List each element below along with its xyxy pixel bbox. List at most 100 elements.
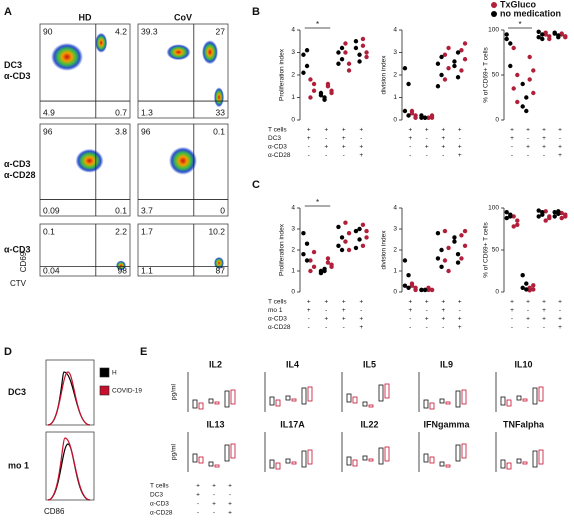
data-point	[402, 283, 408, 288]
plot-title: IL4	[286, 359, 299, 369]
box	[378, 384, 384, 402]
condition-sign: +	[441, 299, 445, 306]
condition-label: α-CD3	[150, 501, 169, 508]
condition-sign: -	[527, 324, 529, 331]
y-tick-label: 4	[291, 205, 295, 212]
box	[230, 443, 236, 459]
data-point	[559, 210, 564, 216]
condition-sign: +	[510, 135, 514, 142]
data-point	[540, 32, 545, 37]
condition-sign: +	[526, 144, 530, 151]
data-point	[346, 68, 352, 73]
data-point	[325, 256, 331, 261]
box	[439, 398, 445, 404]
condition-sign: -	[197, 510, 199, 517]
box	[445, 464, 451, 468]
data-point	[531, 68, 536, 73]
data-point	[455, 75, 461, 80]
legend-label: TxGluco	[500, 0, 537, 9]
condition-sign: -	[559, 135, 561, 142]
row-label: DC3	[4, 60, 22, 70]
legend-label: H	[112, 370, 117, 377]
data-point	[531, 287, 536, 292]
data-point	[357, 237, 362, 242]
box	[285, 395, 291, 401]
data-point	[364, 235, 369, 240]
data-point	[322, 268, 327, 274]
data-point	[353, 39, 359, 44]
condition-sign: +	[542, 316, 546, 323]
condition-sign: +	[324, 144, 328, 151]
condition-sign: +	[408, 127, 412, 134]
data-point	[515, 72, 520, 78]
data-point	[343, 50, 348, 55]
box	[275, 399, 281, 407]
data-point	[336, 61, 341, 66]
data-point	[304, 258, 310, 263]
data-point	[339, 247, 345, 253]
plot-title: IL9	[440, 359, 453, 369]
data-point	[442, 77, 448, 82]
data-point	[304, 63, 310, 69]
box	[285, 458, 291, 464]
y-tick-label: 4	[393, 27, 397, 34]
plot-title: IL5	[363, 359, 376, 369]
condition-sign: -	[308, 324, 310, 331]
data-point	[442, 228, 448, 234]
data-point	[343, 220, 348, 225]
y-tick-label: 3	[393, 226, 397, 233]
data-point	[318, 90, 324, 96]
data-point	[346, 247, 352, 253]
quadrant-percent: 0.1	[115, 205, 127, 215]
condition-sign: +	[458, 324, 462, 331]
condition-sign: +	[425, 316, 429, 323]
data-point	[511, 45, 516, 51]
data-point	[536, 214, 541, 219]
condition-label: α-CD28	[268, 152, 291, 159]
data-point	[536, 208, 541, 213]
condition-sign: +	[196, 483, 200, 490]
condition-sign: +	[359, 324, 363, 331]
legend-label: COVID-19	[112, 388, 142, 395]
data-point	[439, 264, 444, 269]
quadrant-percent: 33	[216, 107, 226, 117]
condition-sign: +	[324, 127, 328, 134]
y-tick-label: 2	[291, 72, 295, 79]
panel-label: B	[252, 6, 260, 18]
data-point	[536, 29, 541, 34]
box	[307, 449, 313, 465]
quadrant-percent: 98	[118, 265, 128, 275]
data-point	[301, 52, 306, 57]
box	[269, 459, 275, 469]
condition-sign: +	[228, 501, 232, 508]
condition-sign: +	[542, 135, 546, 142]
y-tick-label: 0	[291, 117, 295, 124]
condition-sign: +	[307, 307, 311, 314]
data-point	[455, 252, 461, 257]
data-point	[339, 57, 345, 62]
significance-mark: *	[316, 20, 319, 29]
data-point	[435, 61, 441, 66]
condition-label: α-CD3	[268, 316, 287, 323]
condition-sign: +	[425, 144, 429, 151]
data-point	[364, 228, 369, 234]
significance-mark: *	[518, 20, 521, 29]
data-point	[360, 36, 366, 42]
data-point	[442, 258, 448, 263]
box	[516, 458, 522, 464]
box	[346, 456, 352, 466]
y-axis-label: division index	[381, 230, 388, 270]
plot-title: TNFalpha	[503, 419, 545, 429]
row-label: mo 1	[8, 460, 29, 470]
condition-label: DC3	[150, 492, 163, 499]
condition-sign: +	[458, 299, 462, 306]
condition-sign: +	[425, 299, 429, 306]
condition-sign: +	[558, 152, 562, 159]
quadrant-percent: 0.7	[115, 107, 127, 117]
condition-sign: +	[441, 135, 445, 142]
data-point	[459, 256, 464, 261]
box	[362, 455, 368, 461]
data-point	[336, 224, 341, 230]
condition-sign: -	[527, 307, 529, 314]
